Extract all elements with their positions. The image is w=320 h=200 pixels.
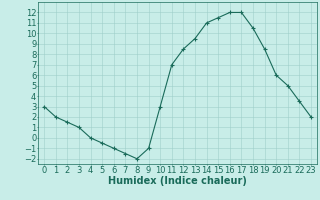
X-axis label: Humidex (Indice chaleur): Humidex (Indice chaleur) xyxy=(108,176,247,186)
